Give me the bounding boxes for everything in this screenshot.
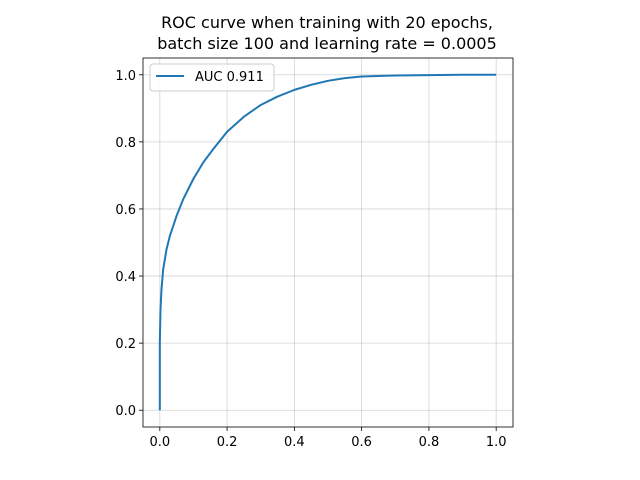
series-lines: [158, 73, 497, 411]
legend-label: AUC 0.911: [195, 70, 264, 85]
x-tick-label-2: 0.4: [284, 435, 305, 450]
axis-ticks: 0.0 0.2 0.4 0.6 0.8 1.0 0.0 0.2 0.4 0.6 0.8 1.0: [115, 69, 506, 450]
axes-frame: [142, 57, 514, 428]
chart-title: ROC curve when training with 20 epochs, …: [157, 13, 497, 53]
x-tick-label-1: 0.2: [217, 435, 238, 450]
chart-title-line-1: ROC curve when training with 20 epochs,: [161, 13, 493, 32]
x-tick-label-5: 1.0: [486, 435, 507, 450]
legend-box: [149, 63, 275, 92]
x-tick-label-0: 0.0: [149, 435, 170, 450]
x-tick-label-4: 0.8: [419, 435, 440, 450]
x-tick-label-3: 0.6: [351, 435, 372, 450]
grid-lines: [143, 58, 513, 427]
y-tick-label-3: 0.6: [115, 203, 136, 218]
series-line-0: [158, 73, 497, 411]
legend: AUC 0.911: [149, 63, 275, 92]
y-tick-label-0: 0.0: [115, 404, 136, 419]
y-tick-label-1: 0.2: [115, 337, 136, 352]
chart-title-line-2: batch size 100 and learning rate = 0.000…: [157, 34, 497, 53]
y-tick-label-5: 1.0: [115, 69, 136, 84]
y-tick-label-4: 0.8: [115, 136, 136, 151]
y-tick-label-2: 0.4: [115, 270, 136, 285]
